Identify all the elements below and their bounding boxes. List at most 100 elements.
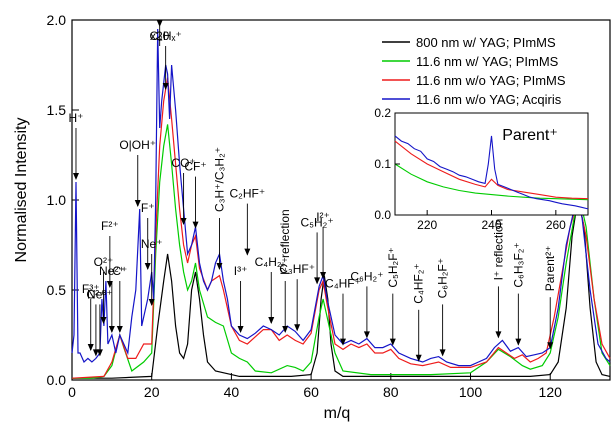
annotation-arrowhead <box>216 263 223 270</box>
annotation-arrowhead <box>100 317 107 324</box>
annotation: C₅H₂⁺ <box>301 215 334 285</box>
annotation: C₅H₂F⁺ <box>386 247 400 346</box>
annotation: x20 <box>150 20 170 46</box>
annotation-label: F²⁺ <box>101 219 119 233</box>
y-tick-label: 1.5 <box>47 102 67 118</box>
annotation: I³⁺ <box>234 264 248 333</box>
annotation-arrowhead <box>92 349 99 357</box>
annotation-arrowhead <box>363 331 370 339</box>
annotation-arrowhead <box>389 338 396 346</box>
annotation-label: C⁺ <box>112 264 127 278</box>
annotation: I⁺ reflection <box>491 219 505 339</box>
annotation-label: O²⁺ <box>94 255 114 269</box>
annotation-arrowhead <box>116 326 123 333</box>
annotation: C₄HF₂⁺ <box>412 263 426 362</box>
annotation-arrowhead <box>439 349 446 357</box>
x-tick-label: 60 <box>303 384 319 400</box>
series-line-0 <box>72 198 611 379</box>
x-tick-label: 0 <box>68 384 76 400</box>
annotation: C₄HF⁺ <box>325 277 361 346</box>
inset-x-tick-label: 260 <box>546 218 566 232</box>
annotation: F³⁺ <box>82 282 100 351</box>
annotation: C²⁺ <box>86 287 105 357</box>
annotation-label: C₅H₂⁺ <box>301 215 334 229</box>
annotation-label: x20 <box>150 29 170 43</box>
annotation-label: CO⁺ <box>171 156 195 170</box>
annotation-label: C₅H₂F⁺ <box>386 247 400 288</box>
inset-border <box>394 112 589 216</box>
x-tick-label: 40 <box>224 384 240 400</box>
annotation-arrowhead <box>237 326 244 333</box>
annotation-label: C₄HF₂⁺ <box>412 263 426 304</box>
annotation: F⁺ <box>141 201 155 270</box>
annotation-arrowhead <box>106 281 113 288</box>
annotation-label: Parent²⁺ <box>543 246 557 292</box>
series-line-1 <box>72 124 611 379</box>
annotation-arrowhead <box>134 200 141 207</box>
y-tick-label: 0.5 <box>47 282 67 298</box>
annotation-label: I³⁺ <box>234 264 248 278</box>
annotation-arrowhead <box>108 326 115 333</box>
annotation-arrowhead <box>87 344 94 351</box>
annotation-arrowhead <box>547 342 554 350</box>
legend-label: 800 nm w/ YAG; PImMS <box>416 35 556 50</box>
annotation-label: C₂Hₓ⁺ <box>150 29 182 43</box>
annotation: Ne³⁺ <box>87 287 113 357</box>
annotation: C₆H₂F⁺ <box>436 258 450 357</box>
y-tick-label: 2.0 <box>47 12 67 28</box>
annotation-label: Ne²⁺ <box>99 264 125 278</box>
annotation: Parent²⁺ <box>543 246 557 350</box>
legend-label: 11.6 nm w/ YAG; PImMS <box>416 54 559 69</box>
y-tick-label: 0.0 <box>47 372 67 388</box>
annotation-label: C₄H₂⁺ <box>255 255 288 269</box>
annotation: C₆H₂⁺ <box>350 269 383 339</box>
annotation-arrowhead <box>148 299 155 306</box>
x-tick-label: 120 <box>539 384 563 400</box>
annotation: Ne²⁺ <box>99 264 125 333</box>
legend-label: 11.6 nm w/o YAG; Acqiris <box>416 92 562 107</box>
series-layer <box>71 28 611 379</box>
annotation-arrowhead <box>72 173 79 180</box>
annotation: C₂HF⁺ <box>230 187 266 256</box>
annotation-arrowhead <box>320 272 327 279</box>
annotation: C⁺ <box>112 264 127 333</box>
annotation-label: C₂HF⁺ <box>230 187 266 201</box>
axes: 0 20 40 60 80 100 120 0.0 0.5 1.0 1.5 2.0 <box>47 12 563 400</box>
annotation-label: C₃HF⁺ <box>279 262 315 276</box>
inset-y-tick-label: 0.0 <box>374 208 391 222</box>
inset-x-tick-label: 220 <box>417 218 437 232</box>
annotation: I²⁺ <box>316 210 330 279</box>
annotation-label: C₆H₂⁺ <box>350 269 383 283</box>
x-axis-label: m/q <box>324 405 351 422</box>
annotation-label: C₆H₂F⁺ <box>436 258 450 299</box>
inset-x-tick-label: 240 <box>481 218 501 232</box>
annotation-arrowhead <box>515 338 522 346</box>
inset-y-tick-label: 0.2 <box>374 106 391 120</box>
annotation-arrowhead <box>180 218 187 225</box>
annotation-arrowhead <box>156 20 163 27</box>
annotation-label: F³⁺ <box>82 282 100 296</box>
annotation: C₄H₂⁺ <box>255 255 288 324</box>
annotation: C₃HF⁺ <box>279 262 315 332</box>
annotation-arrowhead <box>268 317 275 324</box>
inset-series-line-2 <box>394 135 589 210</box>
annotation: I²⁺ reflection <box>278 209 292 333</box>
annotation-arrowhead <box>244 248 251 256</box>
annotation: C₆H₃F₂⁺ <box>511 242 525 346</box>
inset-label: Parent⁺ <box>502 127 558 144</box>
inset-y-tick-label: 0.1 <box>374 157 391 171</box>
annotation: O|OH⁺ <box>119 138 156 207</box>
annotation-arrowhead <box>282 326 289 333</box>
y-tick-label: 1.0 <box>47 192 67 208</box>
inset-series-line-1 <box>394 140 589 200</box>
annotation-label: H⁺ <box>68 111 83 125</box>
annotation: F²⁺ <box>101 219 119 288</box>
inset-plot: 220 240 260 0.0 0.1 0.2 Parent⁺ <box>374 106 589 232</box>
annotation-label: O|OH⁺ <box>119 138 156 152</box>
annotation: CO⁺ <box>171 156 196 225</box>
annotation-arrowhead <box>339 338 346 346</box>
x-tick-label: 20 <box>144 384 160 400</box>
annotation-label: C₃H⁺/C₃H₂⁺ <box>212 147 226 212</box>
annotation-label: CF⁺ <box>184 160 206 174</box>
